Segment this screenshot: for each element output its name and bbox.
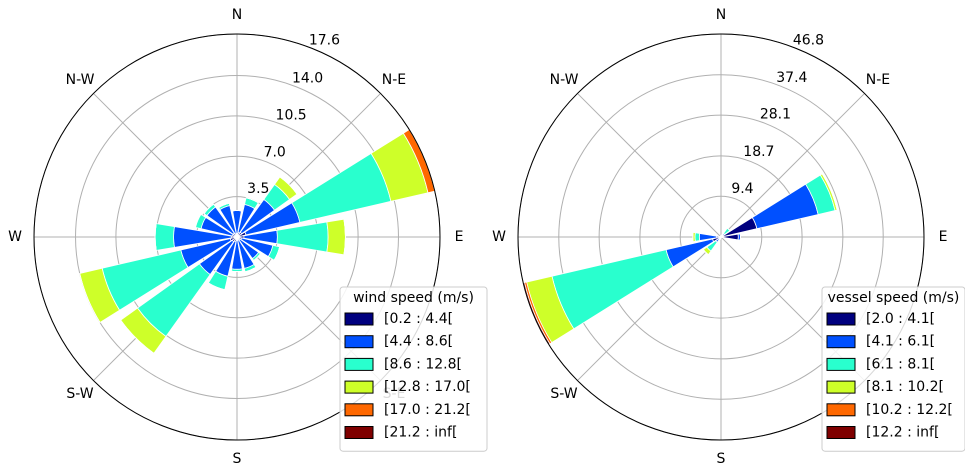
grid-ring <box>115 115 359 359</box>
bar-segment <box>694 232 701 242</box>
direction-label: S <box>717 451 726 466</box>
direction-label: S-W <box>66 386 93 402</box>
bar-segment <box>291 152 392 223</box>
bar-segment <box>276 221 329 253</box>
legend-title: wind speed (m/s) <box>353 290 474 306</box>
outer-frame <box>517 33 925 441</box>
grid-ring <box>558 74 884 400</box>
direction-label: E <box>939 229 948 245</box>
legend-label: [0.2 : 4.4[ <box>384 311 453 327</box>
outer-frame <box>33 33 441 441</box>
legend-label: [2.0 : 4.1[ <box>866 311 935 327</box>
legend-swatch <box>826 312 856 326</box>
legend-swatch <box>826 426 856 439</box>
legend-swatch <box>344 380 374 394</box>
direction-label: W <box>8 229 22 245</box>
legend-swatch <box>344 357 374 371</box>
legend-swatch <box>826 357 856 371</box>
bar-segment <box>751 183 819 230</box>
legend-swatch <box>344 312 374 326</box>
direction-label: N <box>716 7 726 23</box>
r-tick-label: 37.4 <box>776 70 807 86</box>
legend-swatch <box>344 403 374 417</box>
bar-segment <box>551 249 674 330</box>
legend-label: [8.6 : 12.8[ <box>384 356 462 372</box>
r-tick-label: 28.1 <box>760 107 791 123</box>
legend-swatch <box>344 335 374 349</box>
r-tick-label: 3.5 <box>247 181 269 197</box>
grid-ring <box>598 114 844 360</box>
legend-title: vessel speed (m/s) <box>828 290 960 306</box>
r-tick-label: 9.4 <box>731 181 753 197</box>
r-tick-label: 10.5 <box>276 107 307 123</box>
legend-swatch <box>826 403 856 417</box>
bar-segment <box>279 176 298 195</box>
bar-segment <box>343 219 346 255</box>
r-tick-label: 18.7 <box>743 144 774 160</box>
legend-label: [4.1 : 6.1[ <box>866 334 935 350</box>
legend-label: [12.2 : inf[ <box>866 425 939 441</box>
legend-swatch <box>826 380 856 394</box>
bar-segment <box>154 223 175 251</box>
legend-swatch <box>344 426 374 439</box>
spoke <box>577 236 722 381</box>
legend-label: [10.2 : 12.2[ <box>866 402 953 418</box>
bar-segment <box>326 218 346 256</box>
r-tick-label: 14.0 <box>292 71 323 87</box>
spoke <box>577 93 722 238</box>
legend-label: [21.2 : inf[ <box>384 425 457 441</box>
direction-label: W <box>492 229 506 245</box>
direction-label: S-W <box>550 386 577 402</box>
spoke <box>720 93 865 238</box>
bar-segment <box>79 273 101 323</box>
legend-box <box>821 286 965 452</box>
grid-ring <box>75 75 399 399</box>
bar-segment <box>821 173 838 211</box>
legend-label: [8.1 : 10.2[ <box>866 379 944 395</box>
grid-ring <box>679 195 763 279</box>
legend-swatch <box>826 335 856 349</box>
direction-label: E <box>455 229 464 245</box>
legend-label: [12.8 : 17.0[ <box>384 379 471 395</box>
r-tick-label: 46.8 <box>793 33 824 49</box>
direction-label: S <box>233 451 242 466</box>
direction-label: N <box>232 7 242 23</box>
legend-label: [17.0 : 21.2[ <box>384 402 471 418</box>
legend-label: [4.4 : 8.6[ <box>384 334 453 350</box>
legend-label: [6.1 : 8.1[ <box>866 356 935 372</box>
r-tick-label: 17.6 <box>309 33 340 49</box>
direction-label: N-W <box>550 72 579 88</box>
r-tick-label: 7.0 <box>264 144 286 160</box>
bar-segment <box>195 214 202 228</box>
direction-label: N-W <box>66 72 95 88</box>
direction-label: N-E <box>382 72 406 88</box>
legend-box <box>339 286 488 452</box>
direction-label: N-E <box>866 72 890 88</box>
bar-segment <box>244 266 257 273</box>
grid-ring <box>639 155 803 319</box>
